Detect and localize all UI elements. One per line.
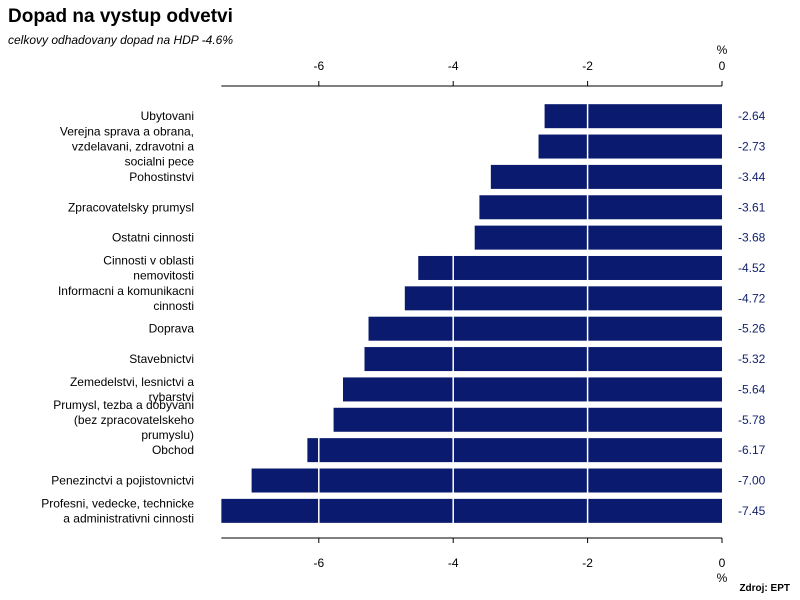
x-tick-label-bottom: -6 [313,556,324,570]
category-label: Informacni a komunikacni cinnosti [58,284,194,313]
chart-subtitle: celkovy odhadovany dopad na HDP -4.6% [8,33,234,47]
category-label-line: Pohostinstvi [129,170,194,184]
value-label: -6.17 [738,443,766,457]
category-label-line: socialni pece [125,155,195,169]
x-tick-label-top: -6 [313,59,324,73]
category-label: Zpracovatelsky prumysl [68,200,194,214]
bar [474,225,722,250]
category-label-line: Zpracovatelsky prumysl [68,200,194,214]
category-label-line: prumyslu) [141,428,194,442]
category-label-line: Prumysl, tezba a dobyvani [53,398,194,412]
value-label: -7.00 [738,474,766,488]
category-label: Ostatni cinnosti [112,231,194,245]
bar [251,468,722,493]
value-label: -4.72 [738,291,766,305]
bar [479,195,722,220]
category-label-line: rybarstvi [149,390,194,404]
bars-layer [221,104,723,523]
bar [490,164,722,189]
bar [538,134,722,159]
source-note: Zdroj: EPT [739,583,790,594]
value-label: -4.52 [738,261,766,275]
bar [418,255,722,280]
x-axis-unit-bottom: % [717,571,728,585]
x-tick-label-top: -4 [448,59,459,73]
x-tick-label-top: 0 [719,59,726,73]
category-label: Obchod [152,443,194,457]
category-label-line: Doprava [149,322,195,336]
category-label: Doprava [149,322,195,336]
category-label: Prumysl, tezba a dobyvani (bez zpracovate… [53,398,194,442]
bar [221,498,723,523]
value-label: -2.73 [738,140,766,154]
bar [342,377,722,402]
x-axis-unit-top: % [717,43,728,57]
category-label: Profesni, vedecke, technicke a administra… [41,496,194,525]
value-label: -3.68 [738,231,766,245]
category-label-line: Zemedelstvi, lesnictvi a [70,375,194,389]
category-label-line: (bez zpracovatelskeho [74,413,194,427]
value-label: -5.64 [738,382,766,396]
category-label-line: Informacni a komunikacni [58,284,194,298]
x-tick-label-top: -2 [582,59,593,73]
axis-layer: -6 -6 -4 -4 -2 -2 0 0%% [221,43,728,585]
category-label-line: vzdelavani, zdravotni a [72,140,194,154]
value-label: -2.64 [738,109,766,123]
value-label: -5.78 [738,413,766,427]
category-label-line: Ostatni cinnosti [112,231,194,245]
category-label: Zemedelstvi, lesnictvi a rybarstvi [70,375,194,404]
category-label: Penezinctvi a pojistovnictvi [51,474,194,488]
value-label: -3.44 [738,170,766,184]
category-label-line: Cinnosti v oblasti [103,253,194,267]
value-label: -5.26 [738,322,766,336]
value-label: -5.32 [738,352,766,366]
value-label: -3.61 [738,200,766,214]
category-label-line: cinnosti [153,299,194,313]
bar [404,286,722,311]
bar [307,438,722,463]
category-label-line: Verejna sprava a obrana, [60,125,194,139]
labels-layer: Ubytovani -2.64 Verejna sprava a obrana, vz… [41,109,765,525]
value-label: -7.45 [738,504,766,518]
grid-layer [318,101,589,527]
category-label-line: Stavebnictvi [129,352,194,366]
category-label: Stavebnictvi [129,352,194,366]
category-label-line: Ubytovani [141,109,194,123]
category-label: Cinnosti v oblasti nemovitosti [103,253,194,282]
category-label: Pohostinstvi [129,170,194,184]
x-tick-label-bottom: 0 [719,556,726,570]
category-label-line: a administrativni cinnosti [63,511,194,525]
category-label: Verejna sprava a obrana, vzdelavani, zdra… [60,125,194,169]
category-label-line: Profesni, vedecke, technicke [41,496,194,510]
bar [368,316,722,341]
bar [333,407,722,432]
category-label-line: Obchod [152,443,194,457]
x-tick-label-bottom: -4 [448,556,459,570]
category-label-line: nemovitosti [133,268,194,282]
x-tick-label-bottom: -2 [582,556,593,570]
bar [544,104,722,129]
chart-title: Dopad na vystup odvetvi [8,6,233,27]
category-label-line: Penezinctvi a pojistovnictvi [51,474,194,488]
category-label: Ubytovani [141,109,194,123]
bar [364,347,722,372]
